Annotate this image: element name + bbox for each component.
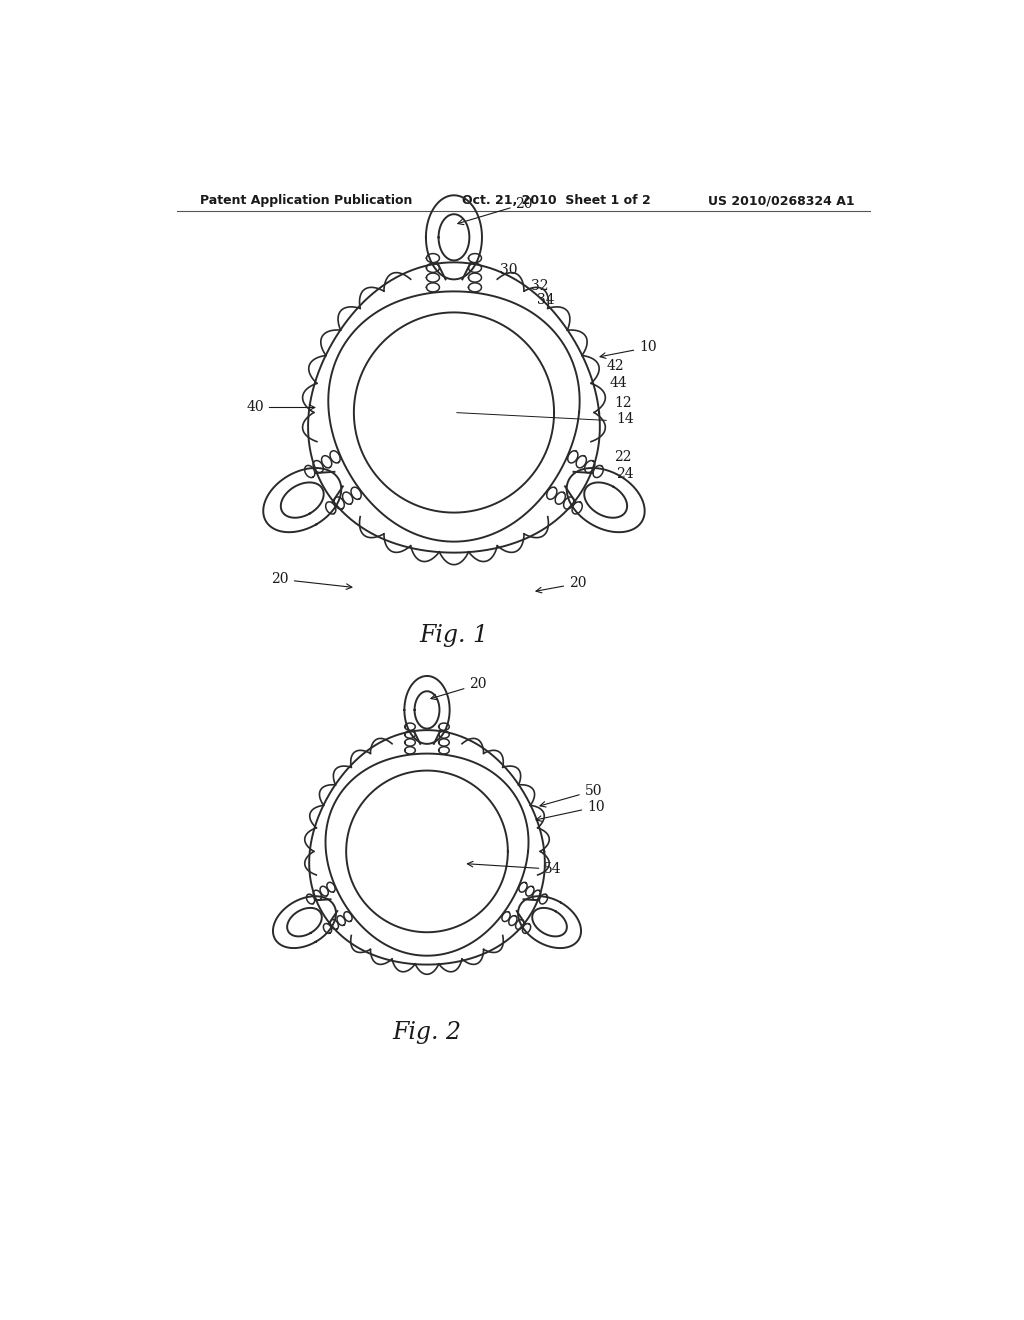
Text: 22: 22 — [614, 450, 632, 463]
Text: 30: 30 — [500, 264, 518, 277]
Text: 10: 10 — [536, 800, 605, 821]
Text: 12: 12 — [614, 396, 632, 411]
Text: 14: 14 — [616, 412, 634, 425]
Text: Oct. 21, 2010  Sheet 1 of 2: Oct. 21, 2010 Sheet 1 of 2 — [462, 194, 650, 207]
Text: 34: 34 — [538, 293, 555, 308]
Text: Patent Application Publication: Patent Application Publication — [200, 194, 413, 207]
Text: US 2010/0268324 A1: US 2010/0268324 A1 — [708, 194, 854, 207]
Text: 24: 24 — [616, 466, 634, 480]
Text: Fig. 1: Fig. 1 — [420, 624, 488, 647]
Text: 40: 40 — [246, 400, 314, 414]
Text: 44: 44 — [609, 376, 627, 391]
Text: 42: 42 — [606, 359, 624, 374]
Text: 10: 10 — [600, 341, 656, 358]
Text: Fig. 2: Fig. 2 — [392, 1020, 462, 1044]
Text: 54: 54 — [467, 862, 562, 876]
Text: 20: 20 — [458, 197, 534, 224]
Text: 50: 50 — [540, 784, 602, 807]
Text: 20: 20 — [431, 677, 486, 700]
Text: 32: 32 — [531, 280, 549, 293]
Text: 20: 20 — [536, 577, 587, 593]
Text: 20: 20 — [271, 573, 352, 590]
